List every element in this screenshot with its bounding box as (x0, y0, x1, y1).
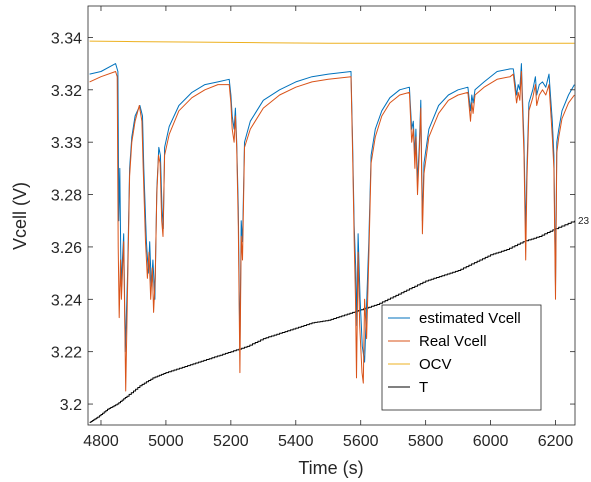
y-tick-label: 3.28 (51, 188, 82, 205)
series-line-real-vcell (89, 71, 575, 392)
axes-layer (87, 5, 576, 426)
axes-box (87, 5, 576, 426)
x-tick-label: 6200 (538, 433, 574, 450)
legend-box (381, 304, 542, 411)
y-tick-label: 3.32 (51, 83, 82, 100)
series-layer (89, 40, 575, 423)
series-line-t (89, 220, 575, 423)
x-tick-label: 5000 (148, 433, 184, 450)
legend-label-real-vcell: Real Vcell (419, 333, 487, 350)
y-tick-label: 3.22 (51, 345, 82, 362)
y-tick-label: 3.26 (51, 240, 82, 257)
legend-label-estimated-vcell: estimated Vcell (419, 310, 521, 327)
right-edge-label: 23 (578, 216, 590, 227)
y-tick-label: 3.33 (51, 135, 82, 152)
legend: estimated Vcell Real Vcell OCV T (381, 304, 542, 411)
ticks-layer: 4800 5000 5200 5400 5600 5800 6000 6200 3.2 3.22 3… (51, 6, 575, 450)
x-tick-label: 5800 (408, 433, 444, 450)
legend-label-ocv: OCV (419, 356, 452, 373)
series-line-ocv (89, 40, 575, 44)
x-axis-label: Time (s) (298, 458, 363, 478)
y-tick-label: 3.24 (51, 292, 82, 309)
x-tick-label: 5200 (213, 433, 249, 450)
x-tick-label: 4800 (83, 433, 119, 450)
x-tick-label: 6000 (473, 433, 509, 450)
y-tick-label: 3.34 (51, 30, 82, 47)
x-tick-label: 5600 (343, 433, 379, 450)
y-tick-label: 3.2 (60, 397, 82, 414)
y-axis-label: Vcell (V) (10, 182, 30, 250)
legend-label-t: T (419, 379, 428, 396)
x-tick-label: 5400 (278, 433, 314, 450)
